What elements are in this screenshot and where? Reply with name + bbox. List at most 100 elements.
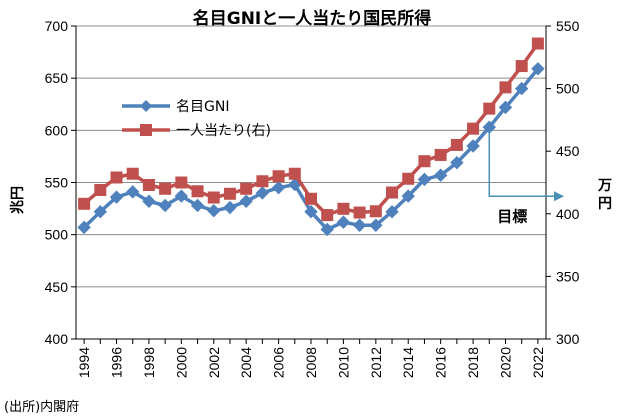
gni-data-point [223,200,237,215]
per-capita-data-point [369,205,382,218]
gni-data-point [336,215,351,229]
x-tick-label: 2014 [400,347,416,378]
gni-data-point [401,189,415,203]
right-tick-label: 400 [556,206,580,222]
gni-data-point [271,181,286,195]
left-tick-label: 650 [45,70,69,86]
axes: 400 450 500 550 600 650 700 300 350 400 450 500 550 1… [45,18,612,378]
gni-data-point [352,218,367,232]
per-capita-data-point [483,102,496,115]
gni-data-point [304,205,318,219]
gni-data-point [433,168,448,182]
x-tick-label: 2012 [368,347,384,378]
gni-data-point [190,198,205,213]
x-tick-label: 2004 [238,347,254,378]
per-capita-data-point [175,176,188,189]
per-capita-data-point [418,155,431,168]
per-capita-data-point [321,209,334,222]
per-capita-data-point [434,148,447,161]
source-note: (出所)内閣府 [4,399,79,415]
per-capita-data-point [78,197,91,210]
annotations: 目標 [488,130,564,225]
gni-data-point [498,100,513,115]
per-capita-data-point [467,122,480,135]
per-capita-data-point [240,182,253,195]
target-label: 目標 [497,207,527,225]
x-tick-label: 2006 [271,347,287,378]
gni-data-point [126,185,140,199]
legend: 名目GNI 一人当たり(右) [122,99,271,139]
per-capita-data-point [402,172,415,185]
per-capita-data-point [515,60,528,73]
per-capita-data-point [110,171,123,184]
x-tick-label: 2000 [173,347,189,378]
x-tick-label: 1998 [141,347,157,378]
gni-data-point [531,62,545,76]
left-tick-label: 550 [45,175,69,191]
gni-data-point [77,220,91,235]
legend-label: 一人当たり(右) [176,123,271,139]
x-tick-label: 2008 [303,347,319,378]
x-tick-label: 2002 [206,347,222,378]
per-capita-data-point [499,81,512,94]
right-axis-title-char: 円 [598,196,612,212]
left-axis-title: 兆円 [10,186,26,214]
per-capita-data-point [531,37,544,50]
per-capita-data-point [94,184,107,197]
gni-data-point [239,194,253,208]
right-tick-label: 500 [556,81,580,97]
per-capita-data-point [288,167,301,180]
per-capita-data-point [305,192,317,205]
x-tick-label: 1994 [76,347,92,378]
left-tick-label: 450 [45,279,69,295]
legend-marker [140,124,152,136]
x-tick-label: 2022 [530,347,546,378]
per-capita-data-point [191,185,204,198]
per-capita-data-point [126,167,139,180]
gni-data-point [93,205,108,219]
legend-marker [140,100,152,112]
left-tick-label: 500 [45,227,69,243]
left-tick-label: 400 [45,331,69,347]
per-capita-data-point [353,206,366,219]
per-capita-data-point [142,179,155,192]
per-capita-data-point [256,175,269,188]
series [77,37,545,237]
left-tick-label: 700 [45,18,69,34]
per-capita-data-point [386,186,399,199]
x-tick-label: 1996 [109,347,125,378]
right-tick-label: 300 [556,331,580,347]
per-capita-data-point [207,191,220,204]
x-tick-label: 2010 [335,347,351,378]
gni-data-point [109,190,124,204]
gni-data-point [320,222,334,237]
gni-data-point [369,218,383,232]
chart-title: 名目GNIと一人当たり国民所得 [193,8,432,29]
per-capita-data-point [272,170,285,183]
gni-data-point [174,189,189,203]
left-tick-label: 600 [45,122,69,138]
gni-data-point [417,172,432,187]
gni-data-point [142,194,156,208]
per-capita-data-point [337,202,350,215]
x-tick-label: 2020 [497,347,513,378]
legend-label: 名目GNI [176,99,229,115]
gni-data-point [466,139,480,153]
gni-data-point [450,155,464,170]
per-capita-data-point [223,187,236,200]
per-capita-data-point [159,182,172,195]
x-tick-label: 2016 [433,347,449,378]
per-capita-data-point [450,138,463,151]
x-tick-label: 2018 [465,347,481,378]
gni-data-point [207,203,221,218]
gni-data-point [158,198,172,213]
gni-data-point [255,186,270,200]
target-arrow-head [554,191,564,202]
target-arrow-line [488,130,556,198]
right-tick-label: 550 [556,18,580,34]
right-tick-label: 350 [556,268,580,284]
right-axis-title-char: 万 [597,178,612,194]
gni-data-point [514,81,529,96]
gni-data-point [385,205,399,219]
